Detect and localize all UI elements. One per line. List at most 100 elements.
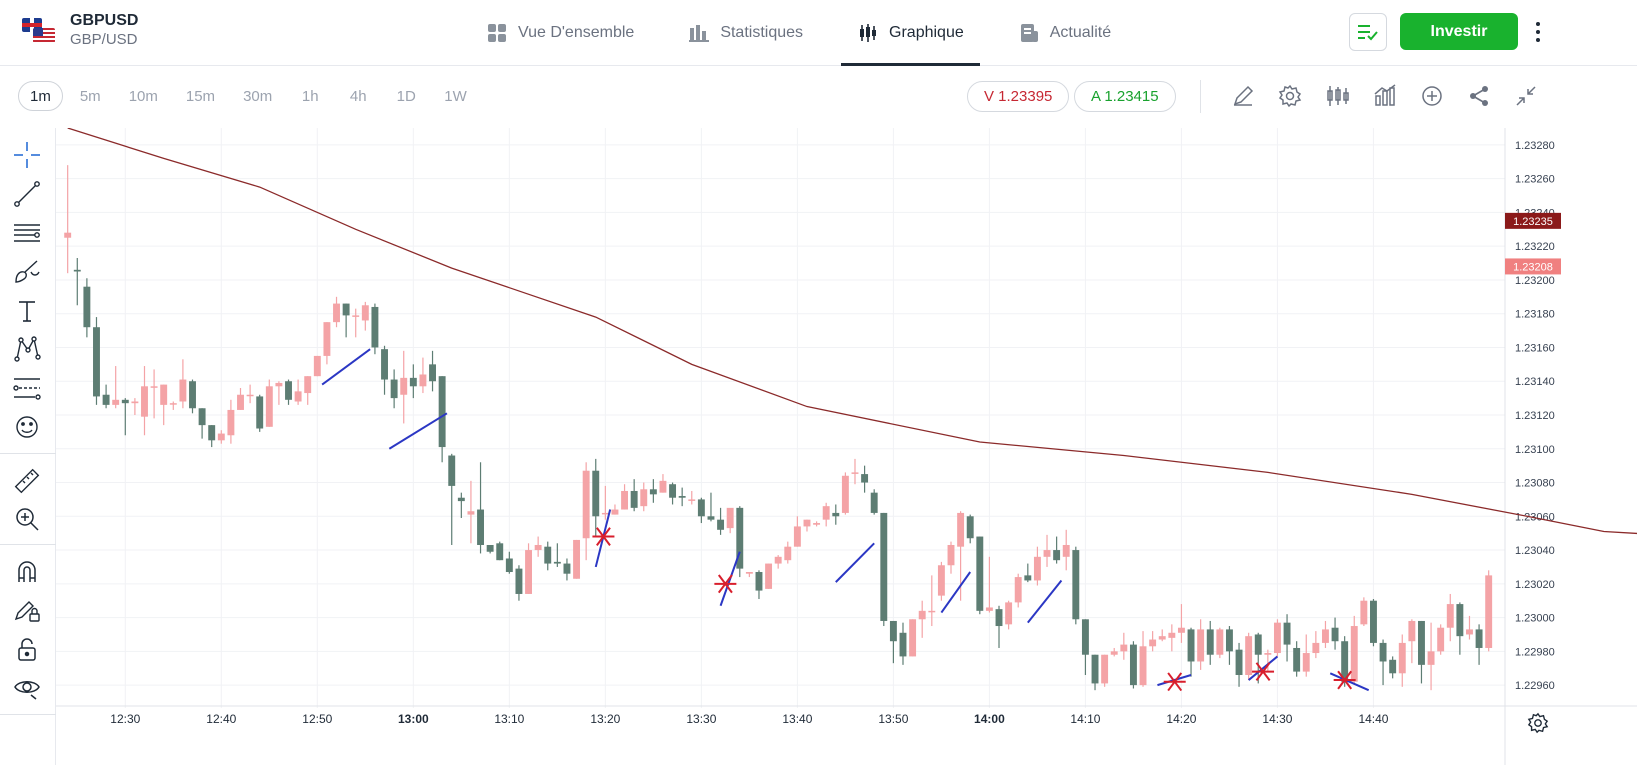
tab-overview-label: Vue D'ensemble [518,24,635,41]
timeframe-selector: 1m 5m 10m 15m 30m 1h 4h 1D 1W [18,81,478,111]
timeframe-1h[interactable]: 1h [301,87,319,105]
annotation-line [321,348,371,386]
buy-quote-button[interactable]: A 1.23415 [1074,81,1176,112]
candle-body [189,381,196,409]
eye-icon[interactable] [12,672,42,702]
candlestick-chart[interactable]: 1.232801.232601.232401.232201.232001.231… [56,127,1637,765]
candle-body [1446,604,1454,628]
chart-settings-icon[interactable] [1525,710,1551,736]
price-tick-label: 1.23040 [1515,545,1555,557]
magnet-icon[interactable] [12,557,42,587]
trendline-icon[interactable] [12,179,42,209]
indicators-icon[interactable] [1372,83,1398,109]
candle-body [966,516,974,539]
candle-body [1187,629,1195,662]
price-badge-label: 1.23235 [1513,216,1553,228]
tab-chart-label: Graphique [889,24,964,41]
timeframe-5m[interactable]: 5m [79,87,101,105]
measure-lines-icon[interactable] [12,373,42,403]
gear-icon[interactable] [1277,83,1303,109]
brush-icon[interactable] [12,257,42,287]
price-chart[interactable]: 1.232801.232601.232401.232201.232001.231… [56,127,1637,765]
text-icon[interactable] [12,296,42,326]
parallel-lines-icon[interactable] [12,218,42,248]
candle-body [1216,629,1224,655]
tab-news[interactable]: Actualité [1002,0,1127,66]
emoji-icon[interactable] [12,412,42,442]
more-options-icon[interactable] [1528,18,1548,46]
candle-body [381,349,388,380]
crosshair-icon[interactable] [12,140,42,170]
price-tick-label: 1.23160 [1515,342,1555,354]
annotation-line [835,542,875,583]
time-tick-label: 12:40 [206,712,236,726]
candle-body [1129,644,1137,686]
candle-body [1360,600,1368,625]
tab-overview[interactable]: Vue D'ensemble [470,0,650,66]
candle-body [841,475,849,513]
chart-toolbar: 1m 5m 10m 15m 30m 1h 4h 1D 1W V 1.23395 … [0,66,1637,128]
candle-body [141,386,148,417]
candle-body [515,568,523,594]
candle-body [1283,622,1291,645]
price-tick-label: 1.23280 [1515,140,1555,152]
ruler-icon[interactable] [12,466,42,496]
candle-body [1350,626,1358,682]
sell-quote-button[interactable]: V 1.23395 [967,81,1070,112]
candle-body [1331,627,1339,642]
candles-icon [860,24,877,42]
candle-body [1456,604,1464,637]
candle-body [774,556,782,564]
grid-icon [488,24,506,42]
watchlist-button[interactable] [1349,13,1387,51]
pencil-icon[interactable] [1230,83,1256,109]
gbp-usd-flag-icon [20,12,56,48]
share-icon[interactable] [1466,83,1492,109]
timeframe-15m[interactable]: 15m [185,87,216,105]
drawing-tools-sidebar [0,128,56,765]
candle-body [304,376,312,394]
instrument-header[interactable]: GBPUSD GBP/USD [20,12,138,48]
candle-body [1005,602,1013,625]
candle-body [755,572,763,591]
lock-pencil-icon[interactable] [12,595,42,625]
candle-body [390,379,398,399]
timeframe-10m[interactable]: 10m [128,87,158,105]
candle-body [1293,647,1301,672]
candle-body [1321,629,1329,643]
zoom-in-icon[interactable] [12,504,42,534]
candle-body [621,490,629,510]
instrument-tabs: Vue D'ensemble Statistiques Graphique Ac… [470,0,1149,66]
candle-body [947,544,955,566]
price-badge-label: 1.23208 [1513,261,1553,273]
candle-body [1062,544,1070,557]
timeframe-1m[interactable]: 1m [18,81,63,111]
candle-body [1341,641,1349,682]
price-tick-label: 1.23180 [1515,309,1555,321]
candle-body [246,394,254,397]
candle-body [1197,629,1205,662]
collapse-icon[interactable] [1513,83,1539,109]
candle-body [697,499,705,517]
candle-body [333,303,340,323]
timeframe-30m[interactable]: 30m [243,87,273,105]
candle-body [1437,627,1445,652]
candle-body [131,401,139,404]
timeframe-4h[interactable]: 4h [349,87,367,105]
candle-body [889,620,897,642]
candle-body [294,391,302,402]
candle-body [64,232,72,238]
invest-button[interactable]: Investir [1400,13,1518,50]
candle-body [937,565,945,596]
tab-chart[interactable]: Graphique [841,0,980,66]
candle-body [813,523,821,525]
tab-statistics[interactable]: Statistiques [672,0,819,66]
unlock-icon[interactable] [12,634,42,664]
price-tick-label: 1.23080 [1515,478,1555,490]
timeframe-1d[interactable]: 1D [396,87,416,105]
pattern-icon[interactable] [12,334,42,364]
toolbar-divider [1200,80,1201,113]
add-circle-icon[interactable] [1419,83,1445,109]
timeframe-1w[interactable]: 1W [444,87,467,105]
candle-type-icon[interactable] [1325,83,1351,109]
